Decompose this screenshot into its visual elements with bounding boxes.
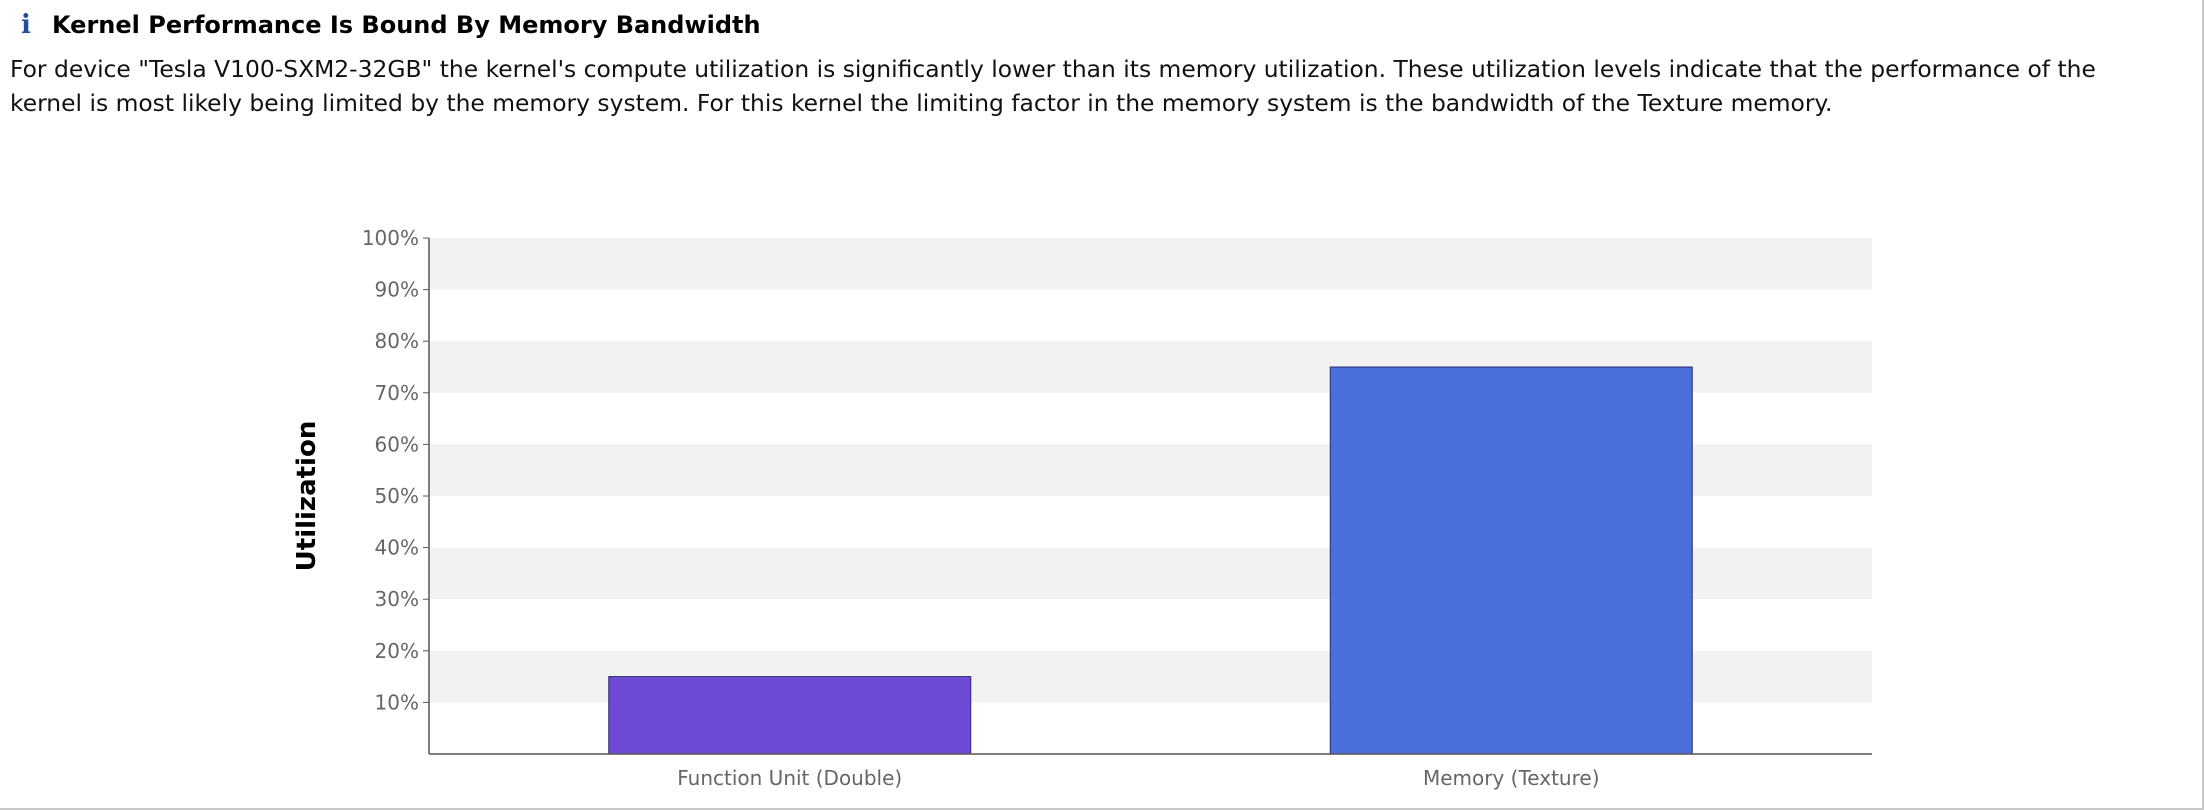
- bar-memory-texture: [1329, 366, 1693, 755]
- analysis-title: Kernel Performance Is Bound By Memory Ba…: [52, 11, 761, 39]
- y-tick-label: 70%: [375, 381, 419, 405]
- bars: [608, 366, 1693, 755]
- y-tick-label: 10%: [375, 690, 419, 714]
- y-tick-label: 80%: [375, 329, 419, 353]
- x-category-label: Memory (Texture): [1423, 766, 1600, 790]
- y-tick-label: 30%: [375, 587, 419, 611]
- y-tick-label: 50%: [375, 484, 419, 508]
- bar-function-unit-double: [608, 676, 972, 755]
- x-category-labels: Function Unit (Double) Memory (Texture): [677, 766, 1599, 790]
- grid-band: [429, 238, 1872, 290]
- info-icon: i: [21, 10, 31, 40]
- y-tick-label: 60%: [375, 432, 419, 456]
- y-tick-label: 90%: [375, 278, 419, 302]
- analysis-header: i Kernel Performance Is Bound By Memory …: [14, 8, 761, 42]
- y-tick-label: 100%: [362, 226, 419, 250]
- y-tick-label: 40%: [375, 536, 419, 560]
- y-axis-title: Utilization: [292, 421, 322, 572]
- y-tick-label: 20%: [375, 639, 419, 663]
- analysis-description: For device "Tesla V100-SXM2-32GB" the ke…: [10, 55, 2096, 117]
- x-category-label: Function Unit (Double): [677, 766, 902, 790]
- y-tick-labels: 10% 20% 30% 40% 50% 60% 70% 80% 90% 100%: [362, 226, 429, 714]
